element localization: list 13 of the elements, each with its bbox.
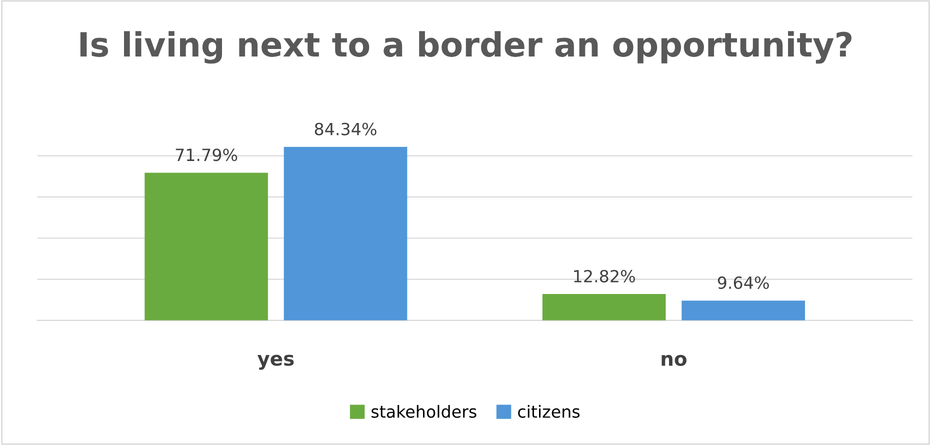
bar <box>144 172 268 320</box>
data-label: 12.82% <box>574 270 635 282</box>
chart-title: Is living next to a border an opportunity? <box>80 31 852 64</box>
data-label: 9.64% <box>718 276 769 290</box>
bar <box>542 294 666 320</box>
data-label: 84.34% <box>314 122 376 136</box>
x-tick-label: no <box>662 354 686 366</box>
legend-label: citizens <box>518 404 580 418</box>
legend-label: stakeholders <box>372 404 476 418</box>
data-label: 71.79% <box>176 148 238 162</box>
bar <box>284 146 408 320</box>
bar <box>682 300 805 320</box>
x-tick-label: yes <box>257 354 294 370</box>
